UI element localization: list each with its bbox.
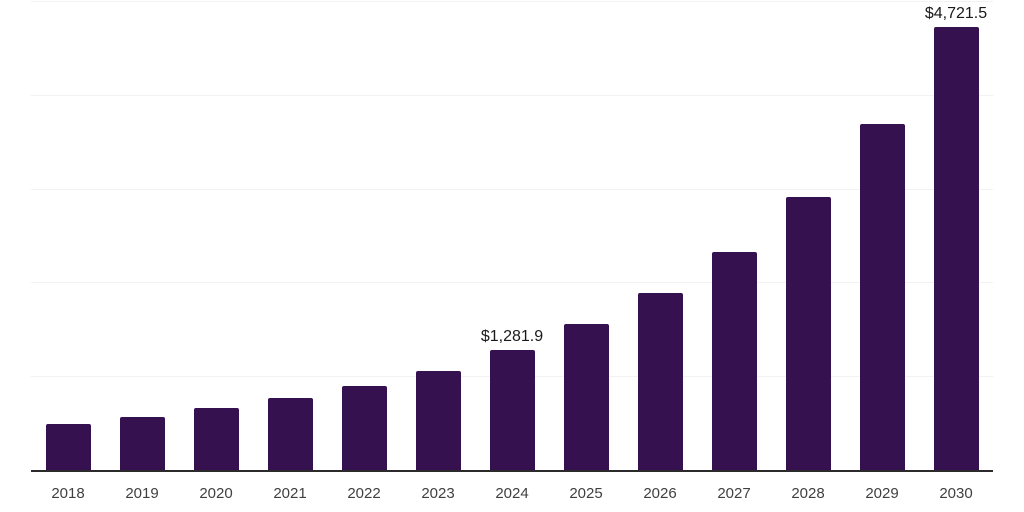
x-tick-label-2021: 2021: [273, 485, 307, 502]
bar-2022: [341, 386, 387, 470]
bar-2023: [415, 370, 461, 470]
gridline: [31, 1, 993, 2]
bar-2021: [267, 398, 313, 470]
x-tick-label-2024: 2024: [495, 485, 529, 502]
bar-2020: [193, 408, 239, 470]
gridline: [31, 94, 993, 96]
bar-2030: [933, 27, 979, 470]
bar-2028: [785, 197, 831, 470]
x-tick-label-2022: 2022: [347, 485, 381, 502]
x-tick-label-2027: 2027: [717, 485, 751, 502]
x-tick-label-2030: 2030: [939, 485, 973, 502]
bar-2026: [637, 292, 683, 470]
x-tick-label-2023: 2023: [421, 485, 455, 502]
bar-value-label-2024: $1,281.9: [480, 327, 544, 345]
x-tick-label-2025: 2025: [569, 485, 603, 502]
x-tick-label-2020: 2020: [199, 485, 233, 502]
x-tick-label-2028: 2028: [791, 485, 825, 502]
bar-2027: [711, 252, 757, 470]
gridline: [31, 282, 993, 284]
bar-value-label-2030: $4,721.5: [924, 5, 988, 23]
x-tick-label-2026: 2026: [643, 485, 677, 502]
bar-2019: [119, 417, 165, 470]
x-tick-label-2019: 2019: [125, 485, 159, 502]
gridline: [31, 188, 993, 190]
bar-2024: [489, 349, 535, 470]
bar-2025: [563, 323, 609, 470]
x-axis-line: [31, 470, 993, 472]
x-tick-label-2018: 2018: [51, 485, 85, 502]
x-tick-label-2029: 2029: [865, 485, 899, 502]
bar-2018: [45, 423, 91, 470]
bar-2029: [859, 123, 905, 470]
